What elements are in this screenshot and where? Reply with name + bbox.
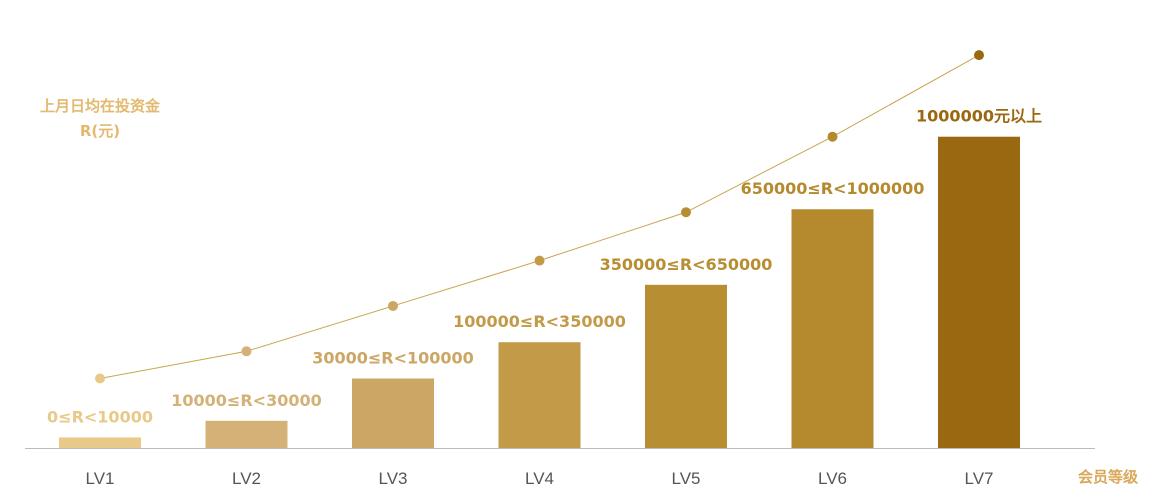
category-label-lv5: LV5 [672,469,701,488]
category-label-lv3: LV3 [379,469,408,488]
range-label-lv3: 30000≤R<100000 [312,348,474,367]
trend-point-lv6 [827,131,838,142]
range-label-lv7: 1000000元以上 [916,107,1042,126]
bars-layer [59,136,1020,448]
category-label-lv2: LV2 [232,469,261,488]
bar-lv5 [645,284,727,448]
trend-point-lv5 [681,207,691,218]
bar-lv4 [498,342,581,448]
trend-point-lv3 [388,300,398,311]
range-label-lv2: 10000≤R<30000 [171,391,321,410]
range-labels-layer: 0≤R<10000 10000≤R<30000 30000≤R<100000 1000… [47,107,1042,427]
range-label-lv4: 100000≤R<350000 [453,312,626,331]
trend-point-lv1 [95,373,105,384]
range-label-lv6: 650000≤R<1000000 [741,179,925,198]
x-axis-label: 会员等级 [1078,468,1139,486]
y-axis-label-line1: 上月日均在投资金 [40,97,161,115]
y-axis-label-line2: R(元) [80,122,120,140]
trend-point-lv2 [241,346,252,357]
category-label-lv7: LV7 [965,469,994,488]
trend-point-lv7 [974,50,984,61]
bar-lv1 [59,437,141,448]
bar-lv7 [938,136,1020,448]
category-labels-layer: LV1 LV2 LV3 LV4 LV5 LV6 LV7 [86,469,994,488]
category-label-lv4: LV4 [525,469,554,488]
range-label-lv5: 350000≤R<650000 [600,255,773,274]
category-label-lv6: LV6 [818,469,847,488]
bar-lv6 [791,209,874,448]
trend-point-lv4 [534,255,545,266]
trend-points-layer [95,50,984,384]
bar-lv2 [205,420,288,448]
category-label-lv1: LV1 [86,469,115,488]
range-label-lv1: 0≤R<10000 [47,407,153,426]
bar-lv3 [352,378,434,448]
